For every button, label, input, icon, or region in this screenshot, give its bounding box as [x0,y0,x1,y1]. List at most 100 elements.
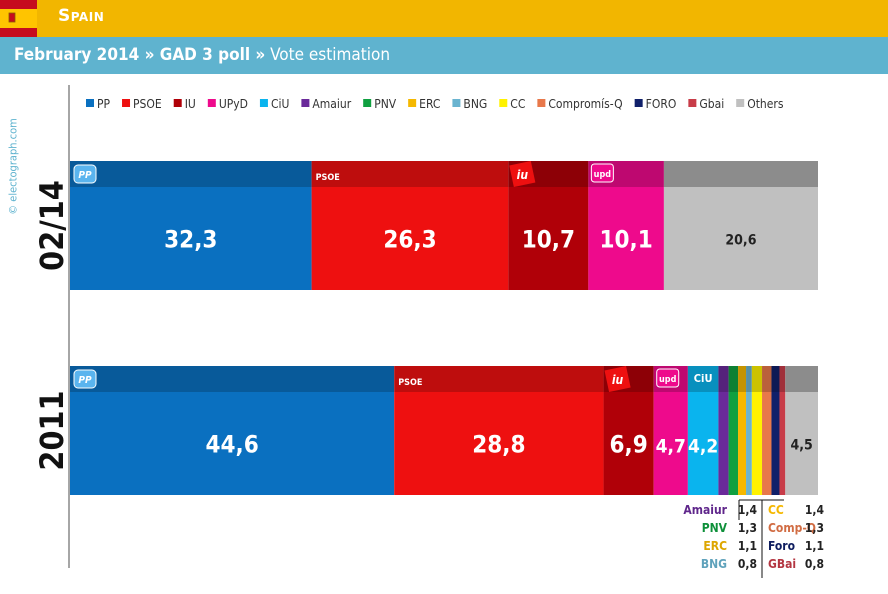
country-header-bar: Spain [0,0,888,37]
legend-swatch-upyd [207,99,216,107]
spain-flag-icon [0,0,37,37]
segment-bar-2011-erc [738,392,747,495]
legend-label-bng: BNG [463,97,487,111]
segment-bar-02-14-iu [508,187,589,290]
bar-row-2011: PP 44,6 PSOE 28,8 iu 6,9 upd 4,7 CiU 4,2 4,5 [70,365,818,495]
segment-bar-2011-amaiur [718,392,729,495]
poll-subtitle-bold: February 2014 » GAD 3 poll » [14,45,266,65]
pp-logo-text: PP [78,170,92,181]
legend-swatch-others [736,99,745,107]
ciu-logo-icon: CiU [694,372,713,385]
legend-label-iu: IU [185,97,196,111]
segment-bar-2011-others [785,392,818,495]
pp-logo-icon [73,369,97,389]
segment-bar-2011-psoe [394,392,604,495]
legend-label-upyd: UPyD [219,97,248,111]
legend-label-ciu: CiU [271,97,289,111]
psoe-logo-icon: PSOE [316,173,340,183]
data-label-02-14-others: 20,6 [725,233,756,249]
legend-label-erc: ERC [419,97,440,111]
legend-label-foro: FORO [646,97,677,111]
small-party-name-amaiur: Amaiur [683,503,727,517]
upd-logo-text: upd [659,375,677,385]
segment-band-2011-foro [771,366,780,392]
segment-band-2011-psoe [394,366,604,392]
segment-bar-2011-comprom-s-q [762,392,772,495]
segment-bar-2011-gbai [779,392,786,495]
psoe-logo-icon: PSOE [398,378,422,388]
small-party-name-gbai: GBai [768,557,796,571]
legend-swatch-pp [86,99,94,107]
data-label-2011-psoe: 28,8 [472,431,525,459]
segment-band-02-14-pp [70,161,312,187]
iu-logo-icon [509,160,536,188]
small-party-name-cc: CC [768,503,784,517]
upd-logo-icon [656,368,680,388]
upd-logo-icon [590,163,614,183]
segment-band-02-14-psoe [311,161,509,187]
legend-label-amaiur: Amaiur [312,97,351,111]
small-party-value-bng: 0,8 [738,557,757,571]
small-party-value-pnv: 1,3 [738,521,757,535]
small-party-value-cc: 1,4 [805,503,825,517]
segment-band-2011-cc [751,366,763,392]
small-party-value-foro: 1,1 [805,539,824,553]
pp-logo-text: PP [78,375,92,386]
data-label-2011-others: 4,5 [790,438,812,454]
segment-band-2011-ciu [687,366,719,392]
data-label-2011-pp: 44,6 [205,431,258,459]
small-party-name-erc: ERC [703,539,727,553]
legend-label-pp: PP [97,97,111,111]
segment-band-2011-gbai [779,366,786,392]
small-party-name-comp-q: Comp-Q [768,521,816,535]
data-label-02-14-psoe: 26,3 [383,226,436,254]
iu-logo-icon [604,365,631,393]
legend-swatch-foro [634,99,643,107]
legend-label-psoe: PSOE [133,97,162,111]
pp-logo-icon [73,164,97,184]
segment-bar-2011-cc [751,392,763,495]
small-party-name-foro: Foro [768,539,795,553]
data-label-02-14-iu: 10,7 [522,226,575,254]
segment-bar-02-14-pp [70,187,312,290]
data-label-2011-ciu: 4,2 [688,436,718,458]
legend-label-gbai: Gbai [699,97,724,111]
iu-logo-text: iu [517,168,529,182]
legend-label-comprom-s-q: Compromís-Q [548,97,622,111]
segment-band-2011-amaiur [718,366,729,392]
legend-swatch-erc [408,99,417,107]
iu-logo-text: iu [612,373,624,387]
segment-bar-2011-bng [746,392,752,495]
segment-band-02-14-others [663,161,818,187]
legend-label-others: Others [747,97,784,111]
segment-band-2011-pnv [728,366,739,392]
legend-swatch-comprom-s-q [537,99,546,107]
data-label-02-14-upyd: 10,1 [599,226,652,254]
legend-label-cc: CC [510,97,525,111]
upd-logo-text: upd [594,170,612,180]
segment-band-2011-others [785,366,818,392]
legend-swatch-iu [173,99,182,107]
segment-band-2011-erc [738,366,747,392]
small-party-value-erc: 1,1 [738,539,757,553]
segment-bar-2011-ciu [687,392,719,495]
segment-bar-2011-pnv [728,392,739,495]
segment-bar-2011-upyd [653,392,688,495]
legend-swatch-ciu [259,99,268,107]
segment-bar-2011-pp [70,392,395,495]
row-label-02-14: 02/14 [33,180,71,271]
small-party-name-bng: BNG [701,557,727,571]
small-party-name-pnv: PNV [702,521,728,535]
poll-subtitle-rest: Vote estimation [265,45,391,65]
legend-swatch-cc [499,99,508,107]
legend-swatch-psoe [122,99,131,107]
legend-swatch-amaiur [301,99,310,107]
segment-bar-02-14-psoe [311,187,509,290]
small-party-value-comp-q: 1,3 [805,521,824,535]
small-party-value-amaiur: 1,4 [738,503,758,517]
legend-swatch-pnv [363,99,372,107]
segment-bar-2011-iu [603,392,654,495]
legend-swatch-gbai [688,99,697,107]
segment-band-2011-comprom-s-q [762,366,772,392]
